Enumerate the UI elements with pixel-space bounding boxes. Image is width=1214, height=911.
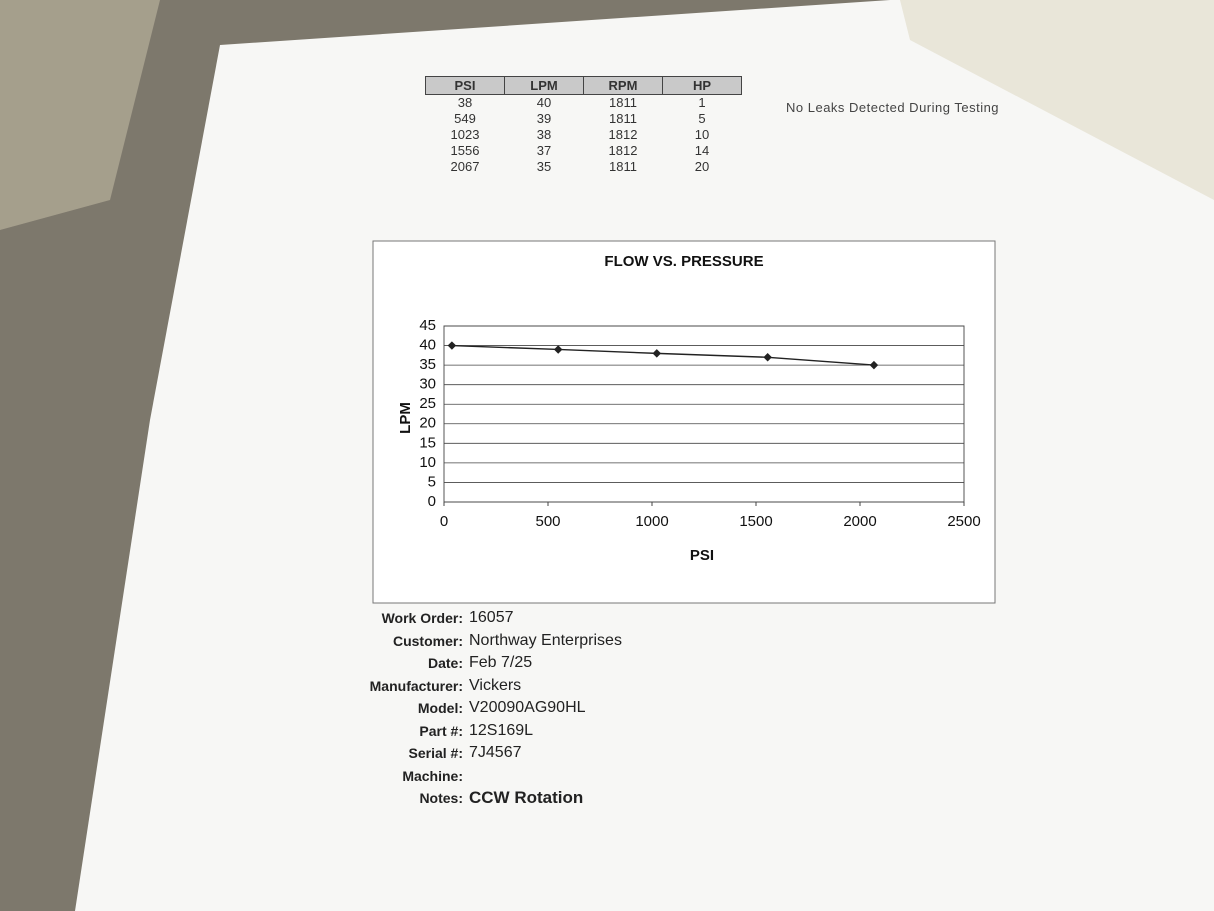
field: Date: Feb 7/25 [330,652,622,675]
table-cell: 14 [694,143,710,158]
x-tick-label: 2000 [843,513,876,530]
table-cell: 37 [536,143,552,158]
x-tick-label: 500 [535,513,560,530]
y-tick-label: 45 [419,317,436,334]
field: Notes: CCW Rotation [330,787,622,810]
test-table: PSI LPM RPM HP 38 40 1811 1 549 39 1811 5 1023 38 1812… [425,76,742,175]
table-cell: 10 [694,127,710,142]
y-tick-label: 0 [428,493,436,510]
column-header: HP [662,76,742,95]
table-cell: 1811 [609,159,637,174]
table-cell: 5 [698,111,706,126]
table-cell: 38 [457,95,473,110]
field-label: Model: [417,700,463,717]
field-value: Northway Enterprises [469,631,622,649]
field: Serial #: 7J4567 [330,742,622,765]
field-value: 12S169L [469,721,534,739]
field-value: Feb 7/25 [469,654,533,672]
chart-frame [372,240,996,604]
table-cell: 38 [536,127,552,142]
field-label: Part #: [419,722,463,739]
table-cell: 2067 [450,159,480,174]
chart: FLOW VS. PRESSURE LPM PSI 0 5 10 15 20 25 30 35… [372,240,996,604]
table-cell: 1811 [609,111,637,126]
field: Part #: 12S169L [330,720,622,743]
table-cell: 1 [698,95,706,110]
y-tick-label: 20 [419,415,436,432]
table-cell: 1023 [450,127,480,142]
table-body: 38 40 1811 1 549 39 1811 5 1023 38 1812 10 1556 37 181… [426,95,742,176]
x-tick-label: 2500 [947,513,980,530]
x-tick-label: 1000 [635,513,668,530]
field: Manufacturer: Vickers [330,675,622,698]
data-point [869,360,879,370]
fields: Work Order: 16057 Customer: Northway Enterp… [330,607,622,810]
field-value: 16057 [469,609,514,627]
table-cell: 1812 [608,127,638,142]
field-label: Serial #: [408,745,463,762]
table-cell: 40 [536,95,552,110]
column-header: RPM [583,76,663,95]
table-cell: 35 [536,159,552,174]
field-value: 7J4567 [469,744,522,762]
y-tick-label: 5 [428,473,436,490]
field-label: Work Order: [381,610,463,627]
x-axis-label: PSI [690,547,714,564]
field: Work Order: 16057 [330,607,622,630]
field-label: Machine: [402,767,463,784]
y-tick-label: 25 [419,395,436,412]
y-tick-label: 35 [419,356,436,373]
field: Model: V20090AG90HL [330,697,622,720]
y-axis-label: LPM [397,402,414,434]
table-cell: 20 [694,159,710,174]
table-cell: 1556 [450,143,480,158]
y-tick-label: 40 [419,337,436,354]
y-tick-label: 15 [419,434,436,451]
header-row: PSI LPM RPM HP [425,76,742,95]
field-value: CCW Rotation [469,788,584,808]
table-cell: 1812 [608,143,638,158]
field-label: Notes: [419,790,463,807]
table-row: 1023 38 1812 10 [426,127,742,143]
x-tick-label: 0 [440,513,448,530]
field-label: Manufacturer: [369,677,463,694]
table-row: 549 39 1811 5 [426,111,742,127]
note: No Leaks Detected During Testing [786,100,1000,115]
field-value: Vickers [469,676,522,694]
y-tick-label: 30 [419,376,436,393]
y-tick-label: 10 [419,454,436,471]
column-header: PSI [425,76,505,95]
table-row: 2067 35 1811 20 [426,159,742,175]
table-row: 1556 37 1812 14 [426,143,742,159]
field: Machine: [330,765,622,788]
x-tick-label: 1500 [739,513,772,530]
field-value: V20090AG90HL [469,699,586,717]
table-cell: 549 [454,111,476,126]
field-label: Date: [427,655,463,672]
table-row: 38 40 1811 1 [426,95,742,112]
data-point [652,349,662,358]
field: Customer: Northway Enterprises [330,630,622,653]
chart-title: FLOW VS. PRESSURE [604,253,763,270]
field-label: Customer: [392,632,463,649]
table-cell: 39 [536,111,552,126]
table-cell: 1811 [609,95,637,110]
column-header: LPM [504,76,584,95]
